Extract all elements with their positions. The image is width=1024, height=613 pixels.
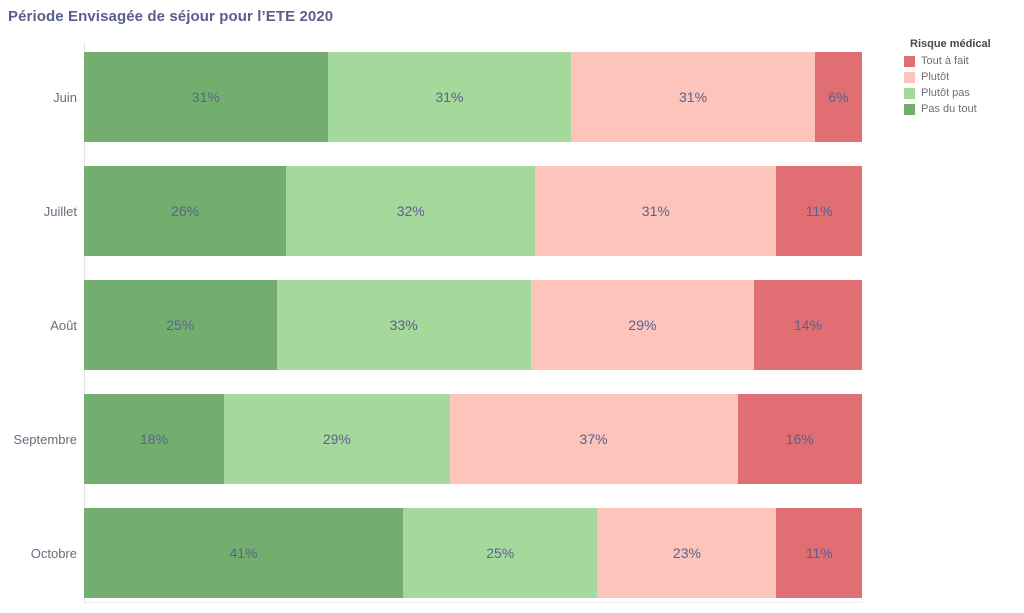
stacked-bar: 25% 33% 29% 14% (84, 280, 862, 370)
bar-segment-plutot[interactable]: 23% (597, 508, 777, 598)
bar-segment-pas-du-tout[interactable]: 41% (84, 508, 403, 598)
bar-row-septembre: Septembre 18% 29% 37% 16% (6, 382, 862, 496)
bar-value-label: 25% (486, 545, 515, 561)
bar-row-juin: Juin 31% 31% 31% 6% (6, 40, 862, 154)
bar-segment-plutot[interactable]: 37% (449, 394, 738, 484)
bar-value-label: 31% (641, 203, 670, 219)
bar-segment-tout-a-fait[interactable]: 11% (776, 508, 862, 598)
bar-value-label: 29% (322, 431, 351, 447)
chart-title: Période Envisagée de séjour pour l’ETE 2… (8, 8, 334, 25)
stacked-bar: 31% 31% 31% 6% (84, 52, 862, 142)
bar-value-label: 31% (191, 89, 220, 105)
bar-value-label: 25% (166, 317, 195, 333)
bar-value-label: 18% (140, 431, 169, 447)
legend-item-plutot[interactable]: Plutôt (904, 71, 1020, 83)
bar-row-juillet: Juillet 26% 32% 31% 11% (6, 154, 862, 268)
category-label: Août (50, 317, 77, 333)
legend-swatch-icon (904, 55, 915, 67)
x-axis-baseline (84, 602, 862, 603)
legend-item-tout-a-fait[interactable]: Tout à fait (904, 55, 1020, 67)
bar-segment-pas-du-tout[interactable]: 31% (84, 52, 328, 142)
bar-segment-tout-a-fait[interactable]: 11% (776, 166, 862, 256)
bar-segment-pas-du-tout[interactable]: 25% (84, 280, 277, 370)
bar-segment-plutot-pas[interactable]: 32% (286, 166, 536, 256)
bar-value-label: 32% (396, 203, 425, 219)
category-label: Septembre (13, 431, 77, 447)
legend-item-pas-du-tout[interactable]: Pas du tout (904, 103, 1020, 115)
bar-segment-plutot[interactable]: 29% (530, 280, 755, 370)
chart-area: Juin 31% 31% 31% 6% Juillet 26% 32% 31% 11% Août 25… (6, 40, 862, 610)
category-label: Juillet (43, 203, 77, 219)
bar-row-aout: Août 25% 33% 29% 14% (6, 268, 862, 382)
bar-value-label: 31% (435, 89, 464, 105)
bar-value-label: 37% (579, 431, 608, 447)
bar-value-label: 11% (805, 203, 833, 219)
bar-segment-plutot-pas[interactable]: 31% (327, 52, 572, 142)
stacked-bar: 41% 25% 23% 11% (84, 508, 862, 598)
bar-row-octobre: Octobre 41% 25% 23% 11% (6, 496, 862, 610)
bar-value-label: 11% (805, 545, 833, 561)
bar-segment-tout-a-fait[interactable]: 14% (754, 280, 862, 370)
bar-value-label: 41% (229, 545, 258, 561)
legend-label: Plutôt (921, 71, 950, 83)
bar-segment-plutot-pas[interactable]: 33% (276, 280, 531, 370)
bar-value-label: 31% (679, 89, 708, 105)
bar-value-label: 16% (785, 431, 814, 447)
bar-segment-plutot[interactable]: 31% (571, 52, 815, 142)
bar-segment-plutot-pas[interactable]: 29% (224, 394, 450, 484)
bar-segment-pas-du-tout[interactable]: 26% (84, 166, 287, 256)
legend-items: Tout à fait Plutôt Plutôt pas Pas du tout (904, 55, 1020, 115)
bar-value-label: 29% (628, 317, 657, 333)
bar-value-label: 26% (171, 203, 200, 219)
bar-segment-plutot-pas[interactable]: 25% (402, 508, 598, 598)
bar-segment-plutot[interactable]: 31% (535, 166, 777, 256)
bar-value-label: 23% (672, 545, 701, 561)
bar-value-label: 14% (794, 317, 823, 333)
category-label: Juin (53, 89, 77, 105)
legend-swatch-icon (904, 71, 915, 83)
bar-value-label: 6% (828, 89, 849, 105)
legend-swatch-icon (904, 103, 915, 115)
legend-swatch-icon (904, 87, 915, 99)
legend-title: Risque médical (910, 38, 991, 50)
stacked-bar: 18% 29% 37% 16% (84, 394, 862, 484)
legend-item-plutot-pas[interactable]: Plutôt pas (904, 87, 1020, 99)
bar-segment-tout-a-fait[interactable]: 6% (814, 52, 862, 142)
bar-value-label: 33% (389, 317, 418, 333)
legend-label: Pas du tout (921, 103, 977, 115)
legend-label: Plutôt pas (921, 87, 970, 99)
legend: Risque médical Tout à fait Plutôt Plutôt p… (904, 38, 1020, 119)
category-label: Octobre (30, 545, 77, 561)
bar-segment-pas-du-tout[interactable]: 18% (84, 394, 225, 484)
stacked-bar: 26% 32% 31% 11% (84, 166, 862, 256)
bar-segment-tout-a-fait[interactable]: 16% (737, 394, 862, 484)
legend-label: Tout à fait (921, 55, 969, 67)
